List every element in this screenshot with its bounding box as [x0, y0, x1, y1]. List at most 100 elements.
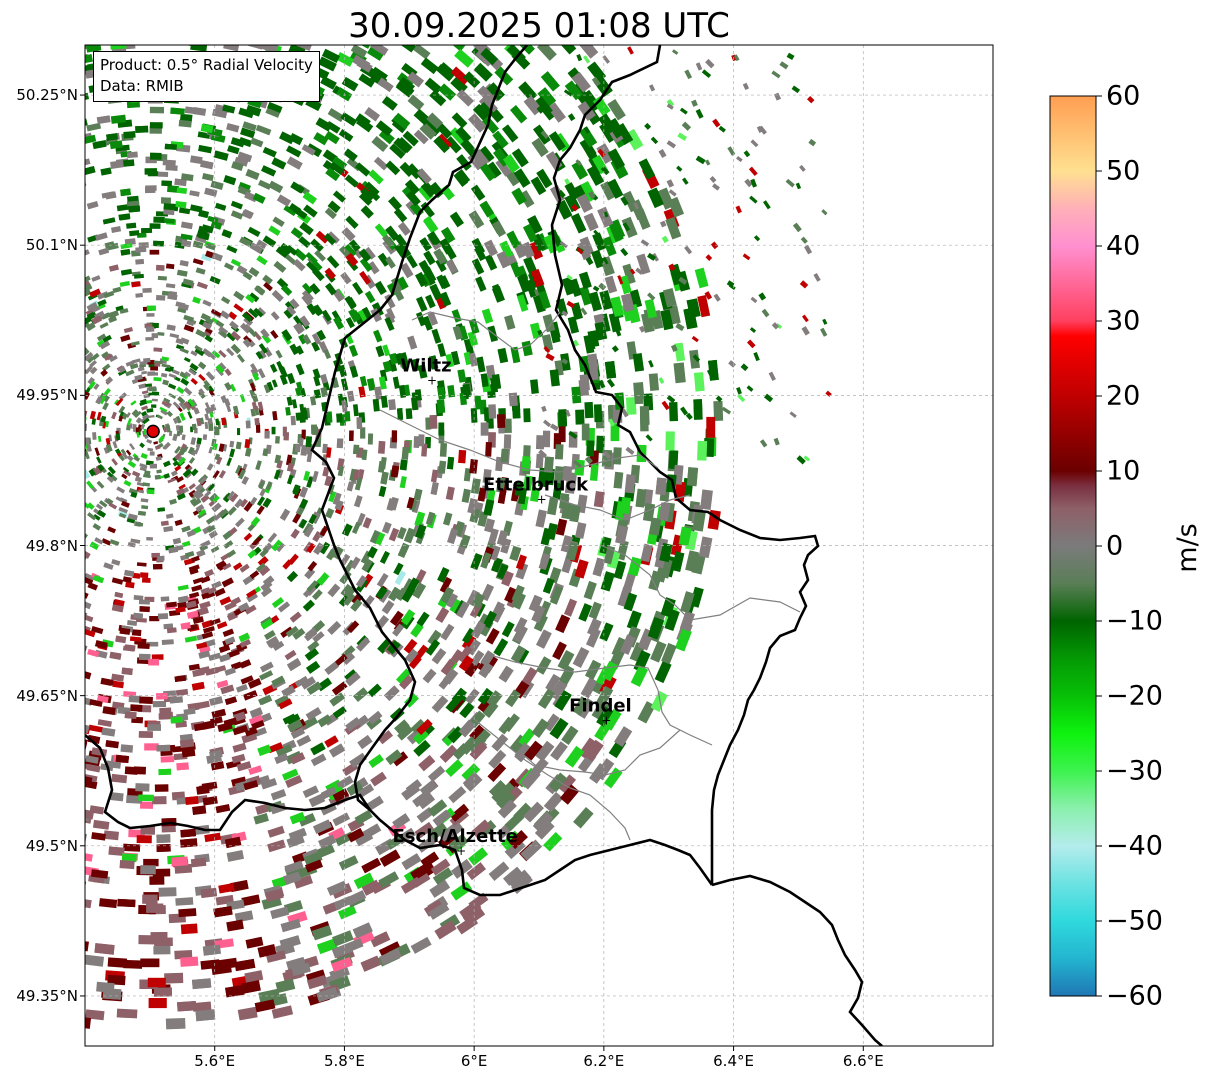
- velocity-gate: [283, 308, 294, 319]
- velocity-gate: [232, 405, 240, 416]
- velocity-gate: [205, 327, 213, 335]
- velocity-gate: [136, 37, 151, 44]
- velocity-gate: [146, 903, 164, 913]
- velocity-gate: [143, 393, 150, 399]
- velocity-gate: [85, 796, 86, 807]
- velocity-gate: [181, 434, 186, 441]
- velocity-gate: [399, 674, 414, 690]
- velocity-gate: [533, 124, 551, 145]
- velocity-gate: [265, 106, 281, 118]
- velocity-gate: [543, 346, 551, 354]
- velocity-gate: [596, 706, 614, 727]
- velocity-gate: [140, 417, 147, 424]
- velocity-gate: [212, 470, 220, 479]
- velocity-gate: [126, 795, 143, 804]
- velocity-gate: [147, 371, 156, 376]
- velocity-gate: [367, 433, 374, 445]
- velocity-gate: [235, 517, 245, 528]
- velocity-gate: [748, 166, 758, 176]
- velocity-gate: [686, 467, 699, 487]
- velocity-gate: [351, 54, 371, 71]
- velocity-gate: [341, 651, 356, 666]
- velocity-gate: [112, 286, 122, 293]
- velocity-gate: [232, 724, 249, 736]
- velocity-gate: [76, 458, 82, 467]
- velocity-gate: [749, 195, 758, 204]
- velocity-gate: [302, 334, 312, 345]
- velocity-gate: [188, 663, 200, 671]
- velocity-gate: [406, 577, 420, 594]
- velocity-gate: [218, 644, 231, 653]
- product-label: Product: 0.5° Radial Velocity: [100, 56, 313, 74]
- velocity-gate: [670, 344, 678, 352]
- velocity-gate: [222, 104, 236, 114]
- velocity-gate: [374, 223, 388, 238]
- velocity-gate: [112, 441, 118, 449]
- velocity-gate: [177, 45, 194, 46]
- velocity-gate: [85, 939, 87, 951]
- velocity-gate: [763, 393, 774, 403]
- velocity-gate: [306, 303, 318, 316]
- velocity-gate: [295, 345, 304, 355]
- velocity-gate: [229, 879, 249, 893]
- velocity-gate: [558, 774, 577, 794]
- velocity-gate: [713, 400, 724, 421]
- velocity-gate: [587, 190, 596, 200]
- velocity-gate: [100, 167, 112, 176]
- velocity-gate: [619, 275, 632, 295]
- velocity-gate: [257, 944, 277, 958]
- velocity-gate: [753, 352, 760, 362]
- velocity-gate: [470, 552, 483, 571]
- velocity-gate: [671, 49, 679, 55]
- velocity-gate: [761, 308, 770, 318]
- velocity-gate: [375, 345, 385, 358]
- velocity-gate: [284, 860, 304, 874]
- velocity-gate: [434, 920, 457, 940]
- velocity-gate: [470, 620, 486, 639]
- velocity-gate: [221, 577, 234, 588]
- velocity-gate: [241, 209, 253, 220]
- velocity-gate: [166, 601, 178, 608]
- velocity-gate: [155, 294, 165, 301]
- velocity-gate: [195, 492, 204, 500]
- velocity-gate: [257, 744, 272, 756]
- velocity-gate: [270, 906, 290, 920]
- velocity-gate: [334, 653, 348, 667]
- colorbar-tick-label: −30: [1106, 755, 1163, 787]
- velocity-gate: [248, 328, 257, 338]
- velocity-gate: [336, 413, 343, 423]
- velocity-gate: [199, 601, 211, 609]
- velocity-gate: [198, 388, 205, 396]
- velocity-gate: [508, 829, 528, 850]
- velocity-gate: [257, 179, 272, 190]
- velocity-gate: [142, 287, 152, 293]
- velocity-gate: [146, 408, 154, 413]
- velocity-gate: [293, 874, 314, 889]
- velocity-gate: [521, 456, 531, 472]
- velocity-gate: [425, 511, 436, 526]
- borders-layer: [85, 45, 883, 1046]
- velocity-gate: [96, 480, 105, 489]
- velocity-gate: [497, 488, 507, 504]
- velocity-gate: [622, 572, 636, 592]
- velocity-gate: [150, 152, 162, 160]
- velocity-gate: [564, 182, 580, 201]
- velocity-gate: [762, 200, 771, 210]
- velocity-gate: [450, 66, 470, 85]
- velocity-gate: [397, 221, 411, 236]
- velocity-gate: [215, 418, 220, 426]
- velocity-gate: [103, 562, 114, 570]
- velocity-gate: [470, 408, 478, 423]
- velocity-gate: [278, 698, 293, 710]
- velocity-gate: [179, 412, 186, 422]
- canton-border-wiltz: [411, 311, 561, 351]
- velocity-gate: [194, 347, 205, 357]
- velocity-gate: [394, 570, 407, 586]
- velocity-gate: [422, 315, 433, 331]
- velocity-gate: [241, 894, 261, 907]
- velocity-gate: [358, 386, 366, 398]
- velocity-gate: [596, 143, 615, 164]
- velocity-gate: [359, 376, 368, 387]
- velocity-gate: [156, 834, 171, 843]
- velocity-gate: [105, 437, 111, 446]
